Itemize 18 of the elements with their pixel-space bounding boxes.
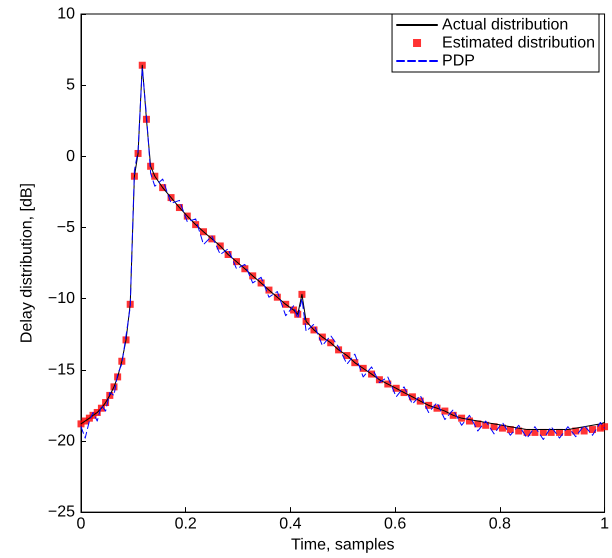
x-axis-title: Time, samples	[291, 536, 394, 554]
y-axis-title: Delay distribution, [dB]	[18, 183, 36, 344]
x-tick-label: 0.8	[488, 516, 512, 533]
y-tick-label: −15	[48, 361, 76, 378]
y-tick-label: 10	[57, 6, 76, 22]
legend-label: Actual distribution	[442, 16, 568, 34]
legend-label: PDP	[442, 52, 475, 70]
y-tick-label: −5	[56, 218, 76, 236]
y-tick-label: −10	[48, 290, 76, 308]
y-tick-label: 0	[66, 148, 76, 165]
y-tick-label: 5	[66, 76, 76, 94]
y-tick-label: −25	[48, 504, 76, 521]
x-tick-label: 0.4	[279, 516, 302, 533]
x-tick-label: 0.2	[174, 516, 197, 533]
x-tick-label: 1	[600, 516, 610, 533]
legend-label: Estimated distribution	[442, 34, 596, 52]
y-tick-label: −20	[48, 432, 76, 450]
x-tick-label: 0.6	[384, 516, 406, 533]
